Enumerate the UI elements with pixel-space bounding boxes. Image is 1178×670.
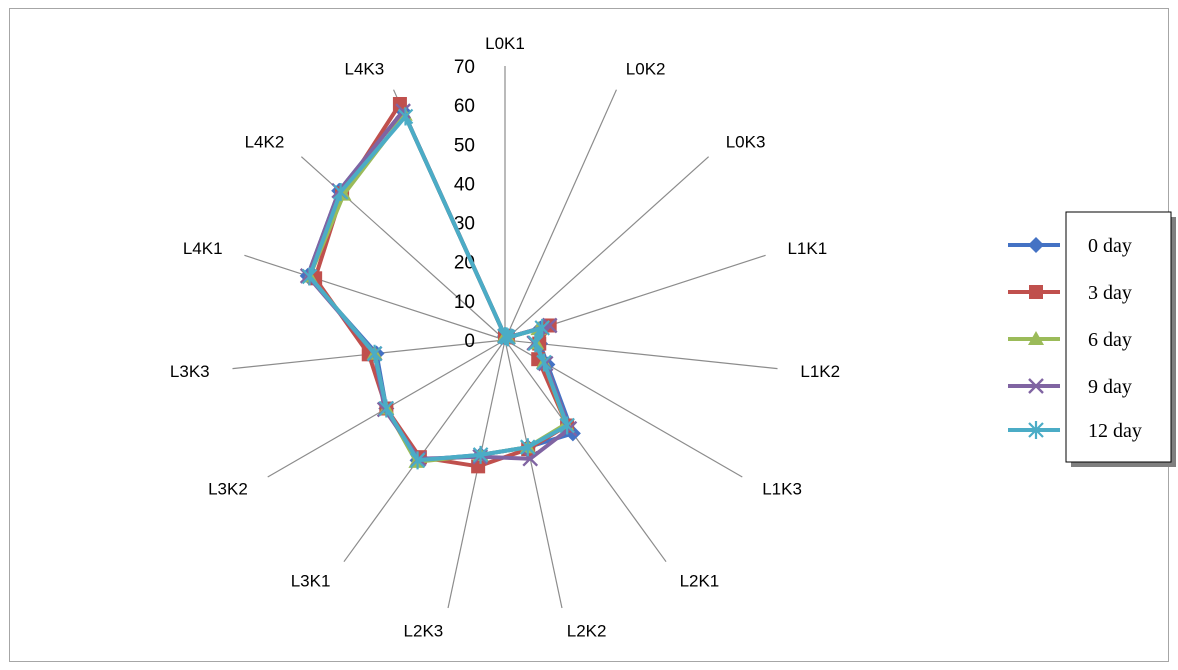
legend-marker-0-day (1028, 237, 1044, 253)
legend-marker-12-day (1028, 421, 1044, 439)
spoke-l2k1 (504, 339, 667, 563)
point-12-day-l4k2 (332, 183, 349, 202)
category-label-l3k1: L3K1 (291, 571, 331, 590)
point-12-day-l2k2 (520, 438, 536, 457)
series-line-0-day (305, 109, 575, 463)
tick-label-10: 10 (454, 292, 475, 313)
legend-label-0-day: 0 day (1088, 235, 1132, 257)
point-12-day-l2k1 (559, 416, 575, 435)
category-label-l0k1: L0K1 (485, 34, 525, 53)
point-9-day-l4k3 (395, 103, 411, 119)
series-layer (299, 96, 581, 474)
category-label-l2k2: L2K2 (567, 622, 607, 641)
category-label-l2k3: L2K3 (404, 622, 444, 641)
point-12-day-l3k2 (378, 399, 395, 418)
legend-label-6-day: 6 day (1088, 329, 1132, 351)
category-labels: L0K1 L0K2 L0K3 L1K1 L1K2 L1K3 L2K1 L2K2 L2K3 L3K1… (170, 34, 840, 641)
series-0-day (299, 103, 581, 469)
category-label-l1k1: L1K1 (787, 239, 827, 258)
series-line-12-day (307, 114, 570, 463)
point-12-day-l0k3 (500, 328, 516, 347)
point-12-day-l1k3 (536, 353, 552, 372)
point-12-day-l1k1 (534, 318, 551, 337)
category-label-l3k2: L3K2 (208, 480, 248, 499)
category-label-l0k3: L0K3 (726, 132, 766, 151)
legend-label-12-day: 12 day (1088, 420, 1142, 442)
category-label-l4k2: L4K2 (245, 132, 285, 151)
tick-label-70: 70 (454, 57, 475, 78)
point-12-day-l4k1 (301, 267, 318, 286)
category-label-l4k3: L4K3 (344, 60, 384, 79)
category-label-l4k1: L4K1 (183, 239, 223, 258)
chart-frame (9, 8, 1169, 662)
category-label-l3k3: L3K3 (170, 362, 210, 381)
legend-box (1065, 211, 1172, 463)
category-label-l0k2: L0K2 (626, 60, 666, 79)
spoke-l1k2 (504, 339, 778, 370)
series-9-day (299, 103, 578, 467)
point-12-day-l1k2 (527, 334, 544, 353)
tick-label-60: 60 (454, 96, 475, 117)
category-label-l1k2: L1K2 (800, 362, 840, 381)
point-12-day-l4k3 (397, 107, 414, 126)
legend-label-3-day: 3 day (1088, 282, 1132, 304)
spoke-l2k3 (447, 339, 506, 609)
tick-label-40: 40 (454, 174, 475, 195)
point-12-day-l3k1 (409, 451, 426, 470)
legend-marker-9-day (1028, 378, 1044, 394)
spoke-l0k2 (504, 89, 617, 341)
legend-label-9-day: 9 day (1088, 376, 1132, 398)
spoke-l0k3 (504, 156, 710, 341)
series-12-day (301, 107, 575, 470)
tick-label-0: 0 (464, 331, 475, 352)
category-label-l2k1: L2K1 (680, 571, 720, 590)
tick-label-30: 30 (454, 214, 475, 235)
point-12-day-l3k3 (366, 344, 383, 363)
category-label-l1k3: L1K3 (762, 480, 802, 499)
series-3-day (308, 96, 575, 474)
point-3-day-l4k3 (392, 96, 407, 111)
tick-label-50: 50 (454, 135, 475, 156)
legend-marker-6-day (1028, 331, 1044, 345)
point-12-day-l2k3 (472, 445, 489, 464)
legend-marker-3-day (1029, 285, 1043, 299)
spoke-l4k1 (244, 254, 506, 341)
spoke-l2k2 (504, 339, 563, 609)
legend: 0 day 3 day 6 day 9 day 12 day (1008, 211, 1176, 467)
